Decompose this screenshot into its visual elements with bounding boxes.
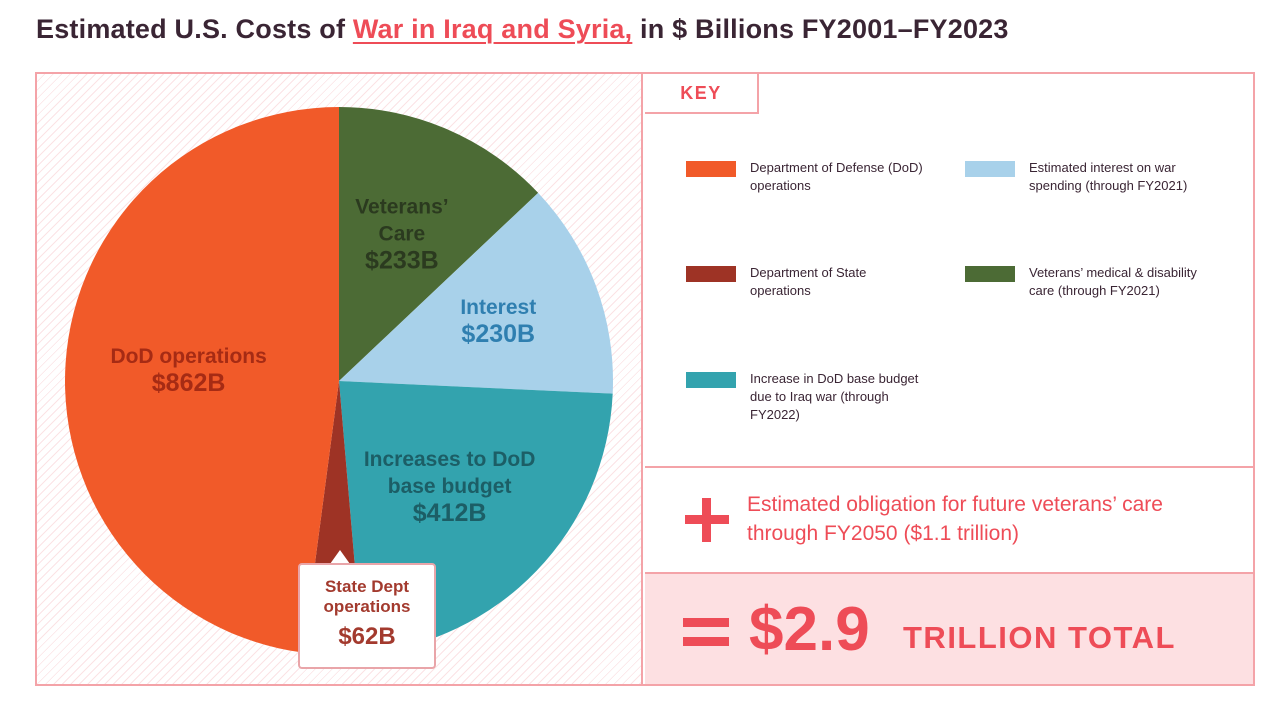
title-highlight-link[interactable]: War in Iraq and Syria,: [352, 14, 633, 44]
pie-slice: [65, 107, 340, 653]
future-obligation-text: Estimated obligation for future veterans…: [747, 493, 1163, 545]
pie-chart: Veterans’ Care$233B Interest$230B Increases…: [65, 107, 613, 655]
slice-name-label: base budget: [388, 475, 512, 498]
slice-value-label: $412B: [413, 499, 487, 527]
key-item-label: Department of State operations: [750, 265, 867, 298]
total-panel: $2.9 TRILLION TOTAL: [645, 574, 1253, 684]
total-amount: $2.9: [749, 595, 870, 664]
title-suffix: in $ Billions FY2001–FY2023: [640, 14, 1009, 44]
state-dept-callout: State Dept operations $62B: [298, 563, 436, 669]
chart-title: Estimated U.S. Costs of War in Iraq and …: [36, 14, 1009, 45]
total-suffix: TRILLION TOTAL: [903, 620, 1176, 655]
key-item-label: Veterans’ medical & disability care (thr…: [1029, 265, 1197, 298]
swatch-dod-operations: [686, 161, 736, 177]
equals-icon: [683, 618, 729, 648]
key-panel: KEY Department of Defense (DoD) operatio…: [645, 74, 1253, 466]
slice-name-label: Veterans’: [355, 196, 448, 219]
pie-slice: [339, 107, 539, 381]
slice-value-label: $233B: [365, 247, 439, 275]
slice-name-label: Interest: [460, 296, 536, 319]
future-obligation-panel: Estimated obligation for future veterans…: [645, 466, 1253, 574]
callout-value: $62B: [338, 623, 396, 650]
key-heading: KEY: [645, 74, 759, 114]
plus-icon: [685, 498, 729, 542]
pie-slice: [339, 192, 613, 394]
key-item-dod-base-budget: Increase in DoD base budget due to Iraq …: [686, 370, 925, 424]
key-item-label: Increase in DoD base budget due to Iraq …: [750, 371, 919, 422]
key-item-interest: Estimated interest on war spending (thro…: [965, 159, 1204, 195]
key-item-label: Estimated interest on war spending (thro…: [1029, 160, 1188, 193]
key-item-veterans-care: Veterans’ medical & disability care (thr…: [965, 264, 1204, 300]
swatch-dod-base-budget: [686, 372, 736, 388]
swatch-state-operations: [686, 266, 736, 282]
key-item-label: Department of Defense (DoD) operations: [750, 160, 923, 193]
key-item-dod-operations: Department of Defense (DoD) operations: [686, 159, 925, 195]
swatch-interest: [965, 161, 1015, 177]
chart-frame: [35, 72, 1255, 686]
slice-value-label: $862B: [152, 369, 226, 397]
slice-name-label: DoD operations: [110, 345, 266, 368]
title-prefix: Estimated U.S. Costs of: [36, 14, 346, 44]
swatch-veterans-care: [965, 266, 1015, 282]
slice-name-label: Increases to DoD: [364, 448, 536, 471]
callout-name: State Dept operations: [323, 577, 411, 616]
key-item-state-operations: Department of State operations: [686, 264, 925, 300]
callout-pointer: [330, 550, 350, 564]
slice-name-label: Care: [379, 223, 426, 246]
slice-value-label: $230B: [461, 320, 535, 348]
